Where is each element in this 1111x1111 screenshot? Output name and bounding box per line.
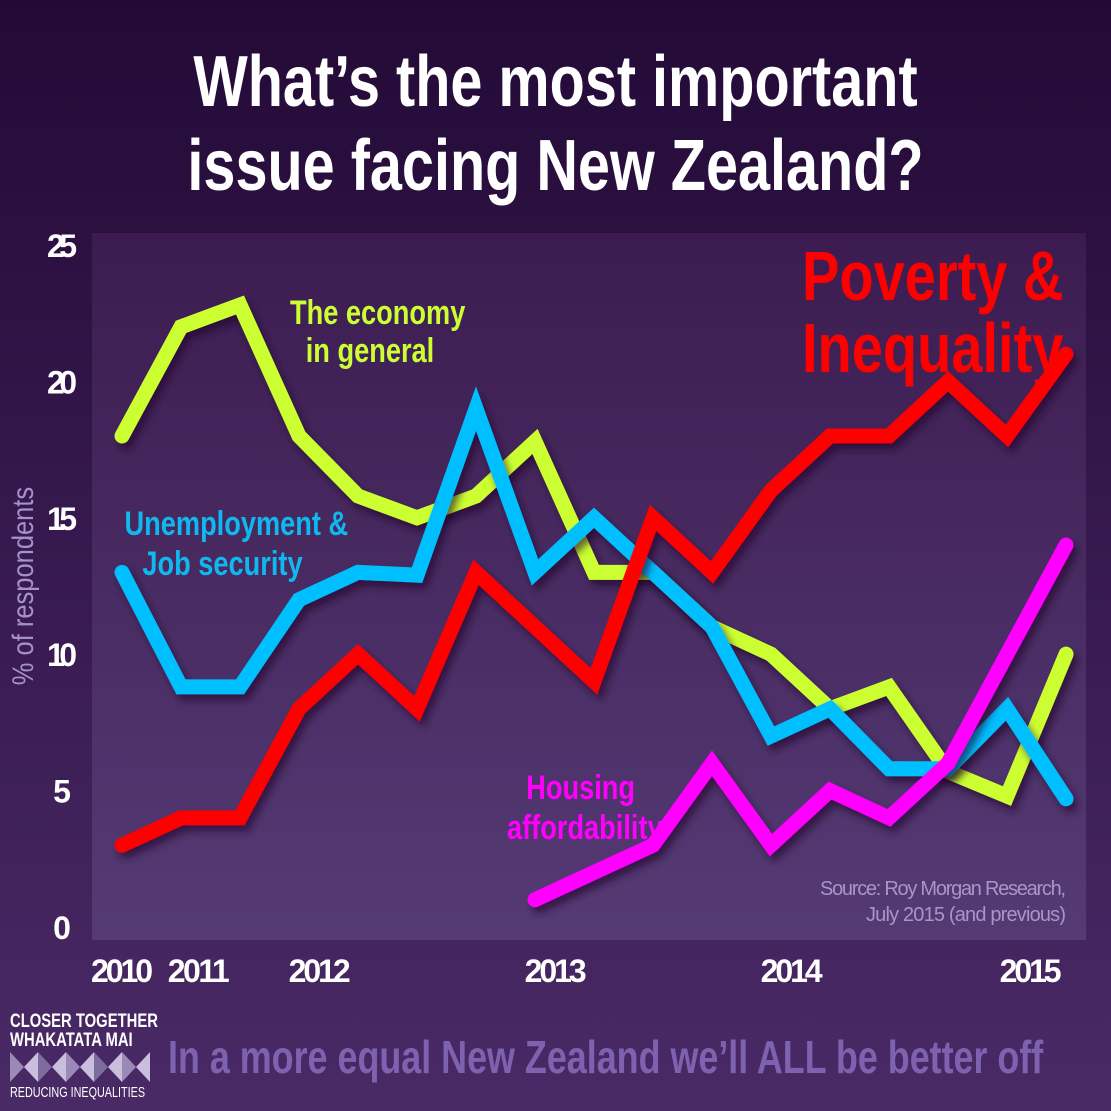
y-axis-label: % of respondents — [6, 487, 39, 685]
data-point — [239, 685, 241, 688]
data-point — [180, 325, 182, 328]
label-housing-line2: affordability — [507, 809, 663, 847]
data-point — [180, 685, 182, 688]
data-point — [180, 816, 182, 819]
data-point — [593, 516, 595, 519]
data-point — [298, 598, 300, 601]
label-unemployment-line2: Job security — [142, 545, 303, 583]
x-tick-label: 2011 — [168, 953, 230, 989]
y-tick-label: 10 — [47, 637, 77, 673]
data-point — [888, 816, 890, 819]
data-point — [357, 494, 359, 497]
data-point — [593, 680, 595, 683]
label-economy-line2: in general — [305, 332, 435, 370]
data-point — [1006, 795, 1008, 798]
logo-line-2: WHAKATATA MAI — [10, 1030, 133, 1051]
source-line-1: Source: Roy Morgan Research, — [820, 878, 1066, 900]
data-point — [121, 571, 123, 574]
x-tick-label: 2015 — [1000, 953, 1062, 989]
data-point — [1006, 707, 1008, 710]
y-tick-label: 5 — [53, 774, 71, 810]
data-point — [888, 767, 890, 770]
logo-triangles-icon — [10, 1052, 150, 1082]
label-poverty: Poverty & Inequality — [740, 237, 1064, 387]
closer-together-logo: CLOSER TOGETHER WHAKATATA MAI REDUCING I… — [10, 1012, 200, 1101]
data-point — [121, 844, 123, 847]
data-point — [1006, 434, 1008, 437]
data-point — [829, 434, 831, 437]
x-tick-label: 2010 — [91, 953, 153, 989]
data-point — [357, 653, 359, 656]
data-point — [475, 494, 477, 497]
label-unemployment: Unemployment & Job security — [100, 504, 349, 584]
title-line-1: What’s the most important — [193, 42, 918, 122]
data-point — [475, 571, 477, 574]
data-point — [593, 571, 595, 574]
data-point — [829, 707, 831, 710]
data-point — [652, 516, 654, 519]
page-title: What’s the most important issue facing N… — [0, 40, 1111, 208]
x-tick-label: 2013 — [525, 953, 587, 989]
data-point — [888, 685, 890, 688]
y-tick-label: 15 — [47, 501, 77, 537]
data-point — [121, 434, 123, 437]
y-tick-label: 25 — [47, 228, 77, 264]
logo-line-3: REDUCING INEQUALITIES — [10, 1084, 146, 1101]
data-point — [652, 844, 654, 847]
data-point — [239, 304, 241, 307]
data-point — [829, 789, 831, 792]
x-tick-label: 2014 — [761, 953, 823, 989]
label-economy: The economy in general — [270, 294, 470, 370]
label-housing-line1: Housing — [526, 769, 635, 807]
data-point — [534, 625, 536, 628]
data-point — [534, 571, 536, 574]
title-line-2: issue facing New Zealand? — [187, 126, 924, 206]
data-point — [770, 735, 772, 738]
data-point — [416, 574, 418, 577]
data-point — [239, 816, 241, 819]
footer-text: In a more equal New Zealand we’ll ALL be… — [168, 1031, 1044, 1083]
label-unemployment-line1: Unemployment & — [124, 505, 349, 543]
data-point — [357, 571, 359, 574]
data-point — [888, 434, 890, 437]
data-point — [475, 407, 477, 410]
data-point — [416, 707, 418, 710]
data-point — [1065, 797, 1067, 800]
y-tick-label: 0 — [53, 910, 71, 946]
data-point — [711, 625, 713, 628]
data-point — [1065, 353, 1067, 356]
source-line-2: July 2015 (and previous) — [866, 904, 1066, 926]
data-point — [711, 571, 713, 574]
label-poverty-line1: Poverty & — [802, 237, 1064, 315]
label-housing: Housing affordability — [475, 768, 663, 848]
data-point — [1065, 544, 1067, 547]
data-point — [298, 434, 300, 437]
data-point — [534, 440, 536, 443]
x-tick-label: 2012 — [289, 953, 351, 989]
data-point — [711, 762, 713, 765]
label-economy-line1: The economy — [290, 294, 466, 332]
footer-slogan: In a more equal New Zealand we’ll ALL be… — [168, 1030, 1111, 1084]
data-point — [770, 653, 772, 656]
data-point — [770, 844, 772, 847]
data-point — [652, 571, 654, 574]
data-point — [1065, 653, 1067, 656]
y-tick-label: 20 — [47, 364, 77, 400]
series-line-housing-affordability — [527, 537, 1074, 908]
data-point — [947, 762, 949, 765]
data-point — [770, 489, 772, 492]
data-point — [947, 380, 949, 383]
logo-line-1: CLOSER TOGETHER — [10, 1011, 158, 1032]
label-poverty-line2: Inequality — [802, 309, 1064, 387]
data-point — [534, 898, 536, 901]
data-point — [298, 707, 300, 710]
data-point — [416, 516, 418, 519]
